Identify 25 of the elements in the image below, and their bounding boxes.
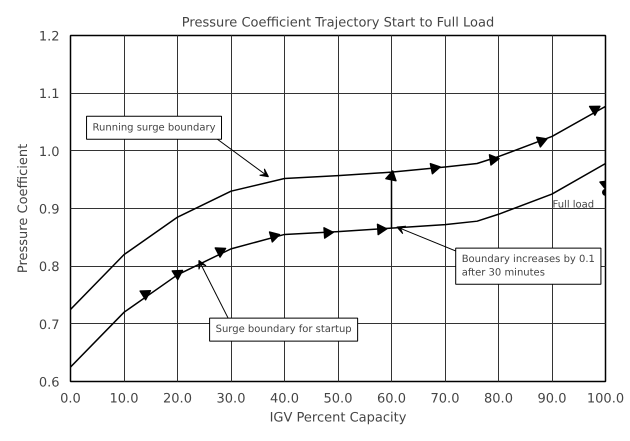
annotation: Boundary increases by 0.1 after 30 minutes — [462, 254, 595, 278]
x-tick-label: 50.0 — [324, 392, 352, 406]
x-tick-label: 20.0 — [163, 392, 192, 406]
x-tick-label: 10.0 — [110, 392, 138, 406]
x-tick-label: 70.0 — [430, 392, 460, 406]
y-tick-label: 0.7 — [38, 318, 60, 333]
annotation: Running surge boundary — [92, 122, 216, 134]
x-tick-label: 60.0 — [377, 392, 406, 406]
chart-title: Pressure Coefficient Trajectory Start to Full Load — [182, 16, 494, 30]
y-tick-label: 0.6 — [38, 376, 60, 390]
y-tick-label: 0.8 — [38, 260, 60, 276]
y-tick-label: 1.0 — [38, 144, 60, 160]
x-tick-label: 90.0 — [538, 392, 566, 406]
x-tick-label: 30.0 — [216, 392, 246, 406]
y-tick-label: 1.1 — [38, 87, 60, 102]
x-tick-label: 40.0 — [270, 392, 299, 406]
x-axis-title: IGV Percent Capacity — [270, 410, 407, 426]
x-tick-label: 100.0 — [586, 392, 624, 406]
annotation: Surge boundary for startup — [216, 324, 352, 336]
y-tick-label: 1.2 — [38, 30, 60, 44]
y-axis-title: Pressure Coefficient — [16, 144, 31, 274]
x-tick-label: 80.0 — [484, 392, 513, 406]
y-tick-label: 0.9 — [38, 202, 60, 218]
x-tick-label: 0.0 — [60, 392, 81, 406]
annotation: Full load — [552, 200, 594, 211]
